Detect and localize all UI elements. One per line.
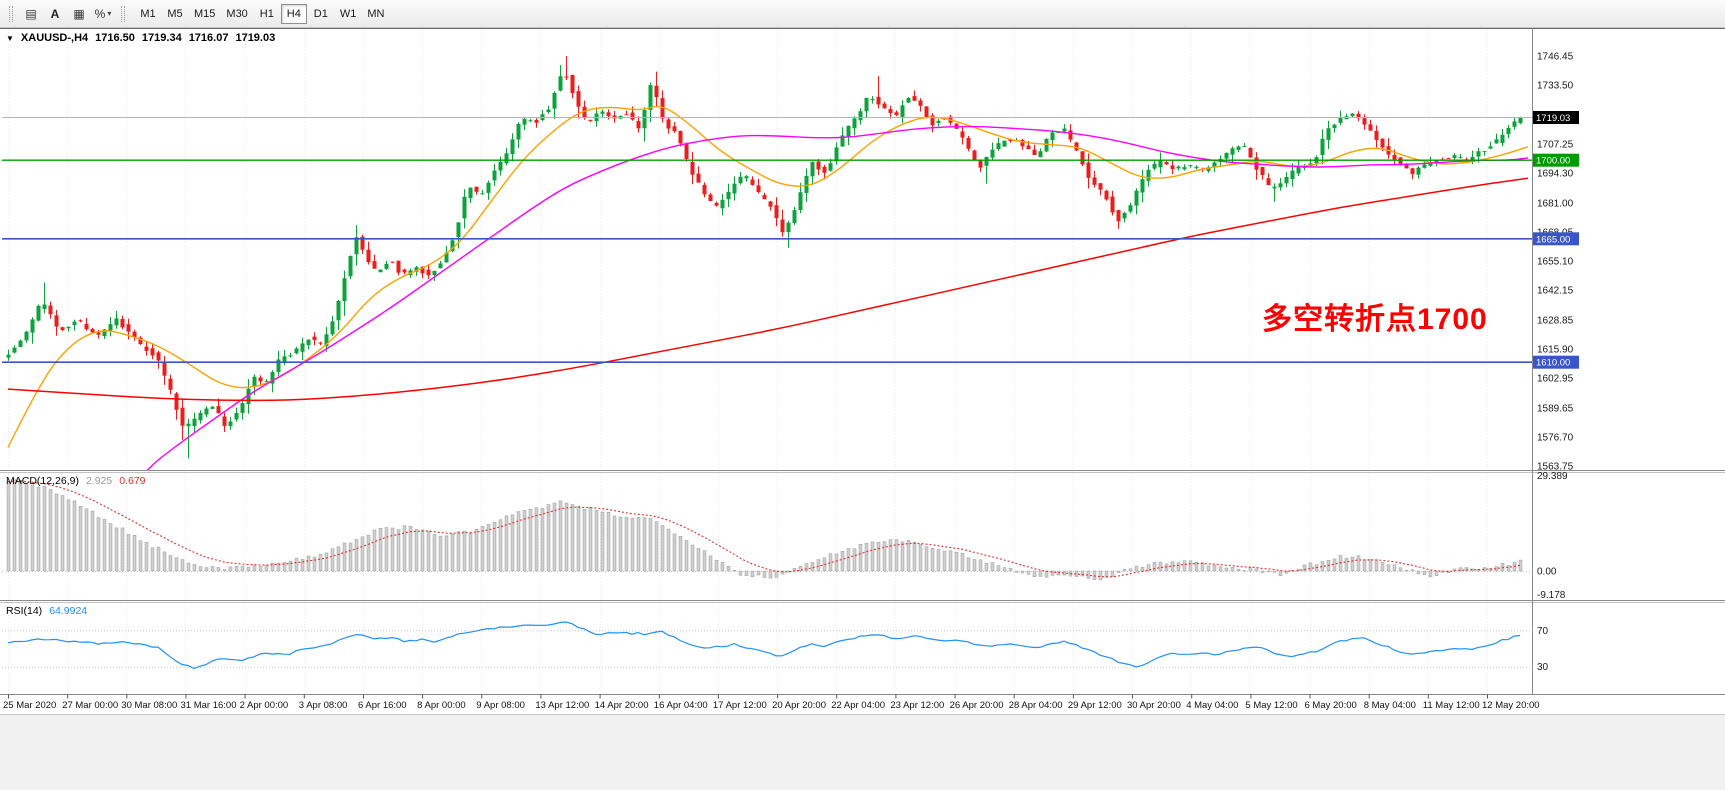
svg-text:1746.45: 1746.45 xyxy=(1537,52,1574,63)
svg-text:29 Apr 12:00: 29 Apr 12:00 xyxy=(1068,700,1122,711)
svg-text:1655.10: 1655.10 xyxy=(1537,257,1574,268)
svg-text:1642.15: 1642.15 xyxy=(1537,286,1574,297)
tf-button-d1[interactable]: D1 xyxy=(308,4,334,24)
rsi-layer xyxy=(2,621,1532,670)
chart-canvas[interactable]: 1746.451733.501707.251694.301681.001668.… xyxy=(0,28,1725,714)
charts-grid-icon: ▤ xyxy=(25,6,37,21)
tf-button-m5[interactable]: M5 xyxy=(162,4,188,24)
toolbar: ▤ A ▦ % ▾ M1 M5 M15 M30 H1 H4 D1 W1 MN xyxy=(0,0,1725,28)
tf-button-m30[interactable]: M30 xyxy=(221,4,252,24)
svg-text:8 May 04:00: 8 May 04:00 xyxy=(1364,700,1416,711)
svg-text:30 Apr 20:00: 30 Apr 20:00 xyxy=(1127,700,1181,711)
svg-text:1563.75: 1563.75 xyxy=(1537,462,1574,473)
svg-text:8 Apr 00:00: 8 Apr 00:00 xyxy=(417,700,466,711)
hlines-layer xyxy=(2,117,1532,364)
svg-text:3 Apr 08:00: 3 Apr 08:00 xyxy=(299,700,348,711)
svg-text:1694.30: 1694.30 xyxy=(1537,169,1574,180)
svg-text:30 Mar 08:00: 30 Mar 08:00 xyxy=(121,700,177,711)
svg-text:26 Apr 20:00: 26 Apr 20:00 xyxy=(950,700,1004,711)
svg-text:1589.65: 1589.65 xyxy=(1537,403,1574,414)
svg-text:-9.178: -9.178 xyxy=(1537,590,1566,601)
svg-text:22 Apr 04:00: 22 Apr 04:00 xyxy=(831,700,885,711)
svg-text:1610.00: 1610.00 xyxy=(1536,358,1570,369)
svg-text:11 May 12:00: 11 May 12:00 xyxy=(1423,700,1480,711)
svg-text:30: 30 xyxy=(1537,662,1549,673)
timeframe-toolbar: M1 M5 M15 M30 H1 H4 D1 W1 MN xyxy=(135,3,389,24)
svg-text:20 Apr 20:00: 20 Apr 20:00 xyxy=(772,700,826,711)
tf-button-mn[interactable]: MN xyxy=(362,4,389,24)
svg-text:17 Apr 12:00: 17 Apr 12:00 xyxy=(713,700,767,711)
chart-window[interactable]: 1746.451733.501707.251694.301681.001668.… xyxy=(0,28,1725,714)
grid-layer xyxy=(8,29,1488,694)
percent-icon: % xyxy=(94,6,106,21)
svg-text:6 May 20:00: 6 May 20:00 xyxy=(1305,700,1357,711)
svg-text:1602.95: 1602.95 xyxy=(1537,374,1574,385)
toolbar-grip[interactable] xyxy=(121,5,125,22)
svg-text:1707.25: 1707.25 xyxy=(1537,140,1574,151)
svg-text:5 May 12:00: 5 May 12:00 xyxy=(1245,700,1297,711)
svg-text:4 May 04:00: 4 May 04:00 xyxy=(1186,700,1238,711)
moving-averages-layer xyxy=(7,105,1529,470)
macd-layer xyxy=(2,479,1532,581)
svg-text:1576.70: 1576.70 xyxy=(1537,432,1574,443)
svg-text:16 Apr 04:00: 16 Apr 04:00 xyxy=(654,700,708,711)
tf-button-h4[interactable]: H4 xyxy=(280,3,307,24)
svg-text:70: 70 xyxy=(1537,626,1549,637)
tf-button-w1[interactable]: W1 xyxy=(335,4,362,24)
svg-text:31 Mar 16:00: 31 Mar 16:00 xyxy=(181,700,237,711)
svg-text:13 Apr 12:00: 13 Apr 12:00 xyxy=(535,700,589,711)
toolbar-grip[interactable] xyxy=(9,5,13,22)
price-scale: 1746.451733.501707.251694.301681.001668.… xyxy=(1533,52,1579,673)
svg-text:1628.85: 1628.85 xyxy=(1537,315,1574,326)
svg-text:2 Apr 00:00: 2 Apr 00:00 xyxy=(240,700,289,711)
zoom-percent-button[interactable]: % ▾ xyxy=(91,3,115,25)
svg-text:28 Apr 04:00: 28 Apr 04:00 xyxy=(1009,700,1063,711)
svg-text:9 Apr 08:00: 9 Apr 08:00 xyxy=(476,700,525,711)
svg-text:23 Apr 12:00: 23 Apr 12:00 xyxy=(890,700,944,711)
svg-text:27 Mar 00:00: 27 Mar 00:00 xyxy=(62,700,118,711)
svg-text:12 May 20:00: 12 May 20:00 xyxy=(1482,700,1540,711)
text-label-icon: A xyxy=(50,6,60,21)
dropdown-caret-icon: ▾ xyxy=(107,9,112,18)
svg-text:0.00: 0.00 xyxy=(1537,567,1557,578)
svg-text:25 Mar 2020: 25 Mar 2020 xyxy=(3,700,56,711)
svg-text:1719.03: 1719.03 xyxy=(1536,113,1570,124)
charts-grid-button[interactable]: ▤ xyxy=(19,3,43,25)
svg-text:1733.50: 1733.50 xyxy=(1537,81,1574,92)
window-background xyxy=(0,714,1725,790)
svg-text:1700.00: 1700.00 xyxy=(1536,156,1570,167)
tf-button-h1[interactable]: H1 xyxy=(254,4,280,24)
svg-text:14 Apr 20:00: 14 Apr 20:00 xyxy=(595,700,649,711)
time-axis: 25 Mar 2020 27 Mar 00:00 30 Mar 08:00 31 Ma… xyxy=(3,694,1540,711)
svg-text:6 Apr 16:00: 6 Apr 16:00 xyxy=(358,700,407,711)
annotation-text[interactable]: 多空转折点1700 xyxy=(1262,303,1488,336)
chart-profile-button[interactable]: ▦ xyxy=(67,3,91,25)
tf-button-m15[interactable]: M15 xyxy=(189,4,220,24)
tf-button-m1[interactable]: M1 xyxy=(135,4,161,24)
svg-text:1665.00: 1665.00 xyxy=(1536,234,1570,245)
text-tool-button[interactable]: A xyxy=(43,3,67,25)
svg-text:1681.00: 1681.00 xyxy=(1537,198,1574,209)
svg-text:29.389: 29.389 xyxy=(1537,471,1568,482)
chart-profile-icon: ▦ xyxy=(73,6,85,21)
svg-text:1615.90: 1615.90 xyxy=(1537,345,1574,356)
